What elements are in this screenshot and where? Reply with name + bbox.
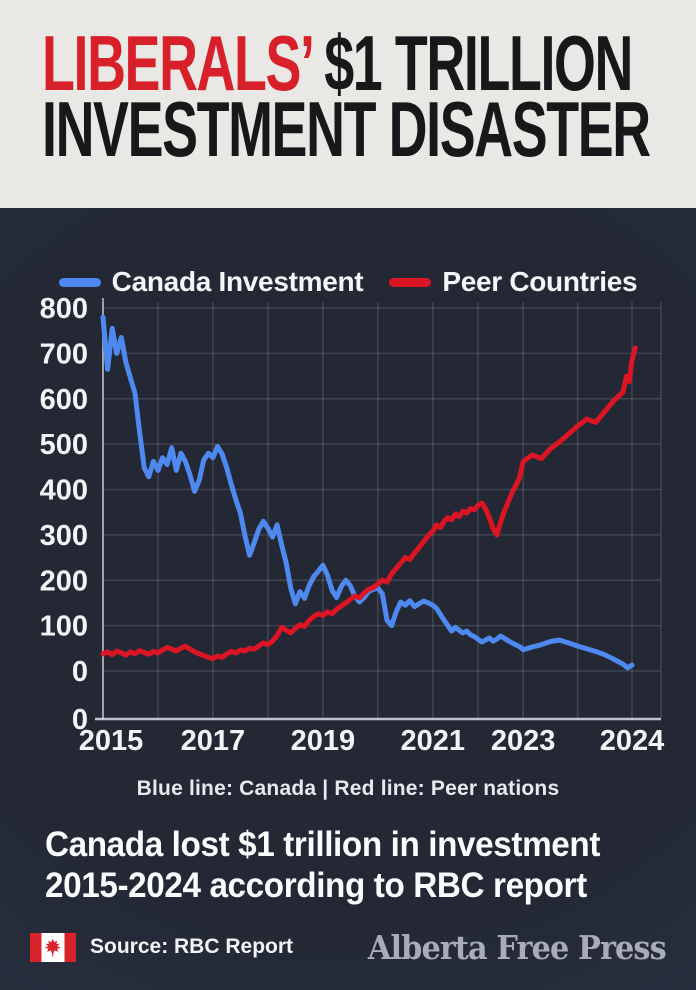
canada-investment-line (100, 314, 635, 671)
caption-line-2: 2015-2024 according to RBC report (45, 866, 587, 905)
caption-line-1: Canada lost $1 trillion in investment (45, 825, 601, 864)
x-axis-label: 2023 (491, 725, 556, 757)
y-axis-label: 600 (40, 384, 88, 416)
canada-line-swatch-icon (58, 277, 101, 287)
legend-label-peer: Peer Countries (442, 266, 638, 297)
title-liberals: LIBERALS’ (42, 19, 312, 107)
x-axis-label: 2021 (401, 725, 466, 757)
y-axis-baseline-label: 0 (72, 704, 88, 736)
y-axis-label: 400 (40, 475, 88, 507)
header-banner: LIBERALS’ $1 TRILLION INVESTMENT DISASTE… (0, 0, 696, 208)
source-attribution: Source: RBC Report (30, 932, 294, 962)
chart-legend: Canada Investment Peer Countries (0, 266, 696, 298)
legend-item-peer: Peer Countries (389, 266, 638, 298)
alberta-free-press-logo: Alberta Free Press (368, 927, 667, 967)
x-axis-label: 2019 (291, 725, 356, 757)
y-axis-label: 100 (40, 611, 88, 643)
legend-item-canada: Canada Investment (58, 266, 364, 298)
maple-leaf-icon (44, 938, 62, 954)
title-line-1: LIBERALS’ $1 TRILLION (42, 24, 650, 102)
title-line-2: INVESTMENT DISASTER (42, 85, 651, 173)
y-axis-label: 200 (40, 565, 88, 597)
summary-caption: Canada lost $1 trillion in investment 20… (45, 824, 629, 906)
x-axis-label: 2017 (181, 725, 246, 757)
y-axis-label: 500 (40, 429, 88, 461)
source-text: Source: RBC Report (90, 935, 294, 958)
x-axis-label: 2024 (600, 725, 665, 757)
peer-line-swatch-icon (389, 277, 432, 287)
title-trillion: $1 TRILLION (310, 19, 633, 107)
y-axis-label: 300 (40, 520, 88, 552)
y-axis-label: 800 (40, 293, 88, 325)
x-axis-label: 2015 (79, 725, 144, 757)
y-axis-label: 0 (72, 656, 88, 688)
canada-flag-icon (30, 932, 76, 962)
peer-countries-line (100, 345, 638, 662)
page-title: LIBERALS’ $1 TRILLION INVESTMENT DISASTE… (42, 24, 696, 173)
chart-subcaption: Blue line: Canada | Red line: Peer natio… (136, 777, 560, 800)
y-axis-label: 700 (40, 338, 88, 370)
footer-bar: Source: RBC Report Alberta Free Press (0, 920, 696, 974)
investment-line-chart: 800 700 600 500 400 300 200 100 0 0 2015 2017 2019 20… (0, 288, 696, 768)
legend-label-canada: Canada Investment (111, 266, 364, 297)
